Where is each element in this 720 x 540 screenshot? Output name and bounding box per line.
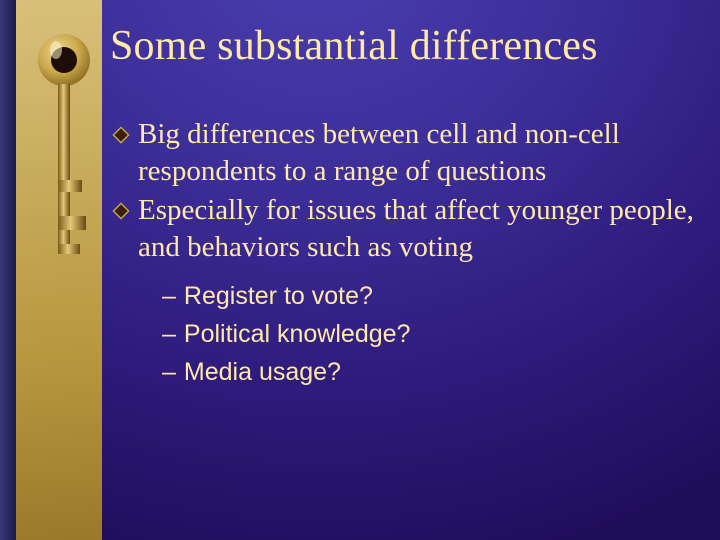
- slide-body: Some substantial differences Big differe…: [102, 0, 720, 540]
- sub-bullet-text: Political knowledge?: [184, 318, 411, 352]
- key-icon: [38, 28, 90, 288]
- bullet-item: Big differences between cell and non-cel…: [112, 116, 702, 190]
- dash-icon: –: [162, 280, 176, 314]
- sub-bullet-item: – Media usage?: [162, 356, 702, 390]
- bullet-item: Especially for issues that affect younge…: [112, 192, 702, 266]
- dash-icon: –: [162, 356, 176, 390]
- left-gradient-strip: [0, 0, 16, 540]
- sub-bullet-item: – Register to vote?: [162, 280, 702, 314]
- sub-bullet-item: – Political knowledge?: [162, 318, 702, 352]
- bullet-text: Big differences between cell and non-cel…: [138, 116, 702, 190]
- sub-bullet-text: Media usage?: [184, 356, 341, 390]
- diamond-bullet-icon: [112, 202, 130, 220]
- sub-bullet-text: Register to vote?: [184, 280, 373, 314]
- dash-icon: –: [162, 318, 176, 352]
- slide-title: Some substantial differences: [110, 22, 710, 70]
- bullet-text: Especially for issues that affect younge…: [138, 192, 702, 266]
- content-area: Big differences between cell and non-cel…: [112, 116, 702, 394]
- sidebar-panel: [16, 0, 102, 540]
- sub-bullet-list: – Register to vote? – Political knowledg…: [162, 280, 702, 389]
- diamond-bullet-icon: [112, 126, 130, 144]
